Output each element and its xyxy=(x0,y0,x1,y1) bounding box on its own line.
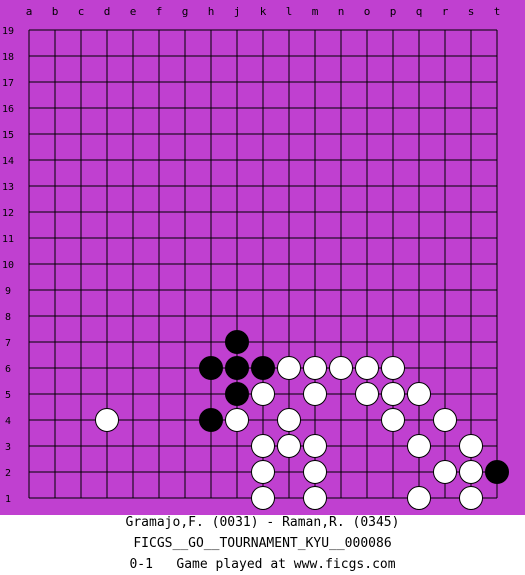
white-stone-k1 xyxy=(251,486,275,510)
white-stone-s2 xyxy=(459,460,483,484)
column-label: n xyxy=(338,5,345,18)
row-label: 8 xyxy=(5,312,11,323)
black-stone-h6 xyxy=(199,356,223,380)
white-stone-k5 xyxy=(251,382,275,406)
row-label: 7 xyxy=(5,338,11,349)
white-stone-m5 xyxy=(303,382,327,406)
white-stone-l4 xyxy=(277,408,301,432)
white-stone-m1 xyxy=(303,486,327,510)
white-stone-m3 xyxy=(303,434,327,458)
white-stone-p4 xyxy=(381,408,405,432)
column-label: b xyxy=(52,5,59,18)
row-label: 9 xyxy=(5,286,11,297)
row-label: 12 xyxy=(2,208,14,219)
row-label: 11 xyxy=(2,234,14,245)
column-label: j xyxy=(234,5,241,18)
white-stone-o5 xyxy=(355,382,379,406)
white-stone-r4 xyxy=(433,408,457,432)
column-label: l xyxy=(286,5,293,18)
row-label: 4 xyxy=(5,416,11,427)
game-event: FICGS__GO__TOURNAMENT_KYU__000086 xyxy=(133,536,392,551)
black-stone-h4 xyxy=(199,408,223,432)
row-label: 3 xyxy=(5,442,11,453)
white-stone-k3 xyxy=(251,434,275,458)
row-label: 18 xyxy=(2,52,14,63)
column-label: s xyxy=(468,5,475,18)
column-label: d xyxy=(104,5,111,18)
row-label: 17 xyxy=(2,78,14,89)
column-label: o xyxy=(364,5,371,18)
column-label: c xyxy=(78,5,85,18)
white-stone-r2 xyxy=(433,460,457,484)
game-result: 0-1 Game played at www.ficgs.com xyxy=(129,557,396,572)
column-label: p xyxy=(390,5,397,18)
row-label: 14 xyxy=(2,156,14,167)
white-stone-s1 xyxy=(459,486,483,510)
column-label: h xyxy=(208,5,215,18)
white-stone-l6 xyxy=(277,356,301,380)
row-label: 15 xyxy=(2,130,14,141)
row-label: 5 xyxy=(5,390,11,401)
row-label: 16 xyxy=(2,104,14,115)
row-label: 19 xyxy=(2,26,14,37)
white-stone-l3 xyxy=(277,434,301,458)
white-stone-q1 xyxy=(407,486,431,510)
column-label: q xyxy=(416,5,423,18)
white-stone-m2 xyxy=(303,460,327,484)
white-stone-k2 xyxy=(251,460,275,484)
column-label: g xyxy=(182,5,189,18)
white-stone-o6 xyxy=(355,356,379,380)
column-label: r xyxy=(442,5,449,18)
go-board: a b c d e f g h j k l m n o p q r s t 1 2 3 4 5 6 7 8 9 10 11 12 13 14 15… xyxy=(0,0,525,515)
row-label: 13 xyxy=(2,182,14,193)
go-board-canvas: a b c d e f g h j k l m n o p q r s t123456789101112131415… xyxy=(0,0,525,515)
column-label: a xyxy=(26,5,33,18)
row-label: 2 xyxy=(5,468,11,479)
column-label: t xyxy=(494,5,501,18)
white-stone-j4 xyxy=(225,408,249,432)
row-label: 10 xyxy=(2,260,14,271)
white-stone-q5 xyxy=(407,382,431,406)
row-label: 1 xyxy=(5,494,11,505)
game-players: Gramajo,F. (0031) - Raman,R. (0345) xyxy=(125,515,400,530)
row-label: 6 xyxy=(5,364,11,375)
white-stone-p5 xyxy=(381,382,405,406)
white-stone-n6 xyxy=(329,356,353,380)
white-stone-d4 xyxy=(95,408,119,432)
white-stone-s3 xyxy=(459,434,483,458)
white-stone-q3 xyxy=(407,434,431,458)
black-stone-j7 xyxy=(225,330,249,354)
black-stone-j5 xyxy=(225,382,249,406)
black-stone-t2 xyxy=(485,460,509,484)
column-label: k xyxy=(260,5,267,18)
black-stone-j6 xyxy=(225,356,249,380)
column-label: f xyxy=(156,5,163,18)
white-stone-m6 xyxy=(303,356,327,380)
column-label: e xyxy=(130,5,137,18)
column-label: m xyxy=(312,5,319,18)
white-stone-p6 xyxy=(381,356,405,380)
black-stone-k6 xyxy=(251,356,275,380)
